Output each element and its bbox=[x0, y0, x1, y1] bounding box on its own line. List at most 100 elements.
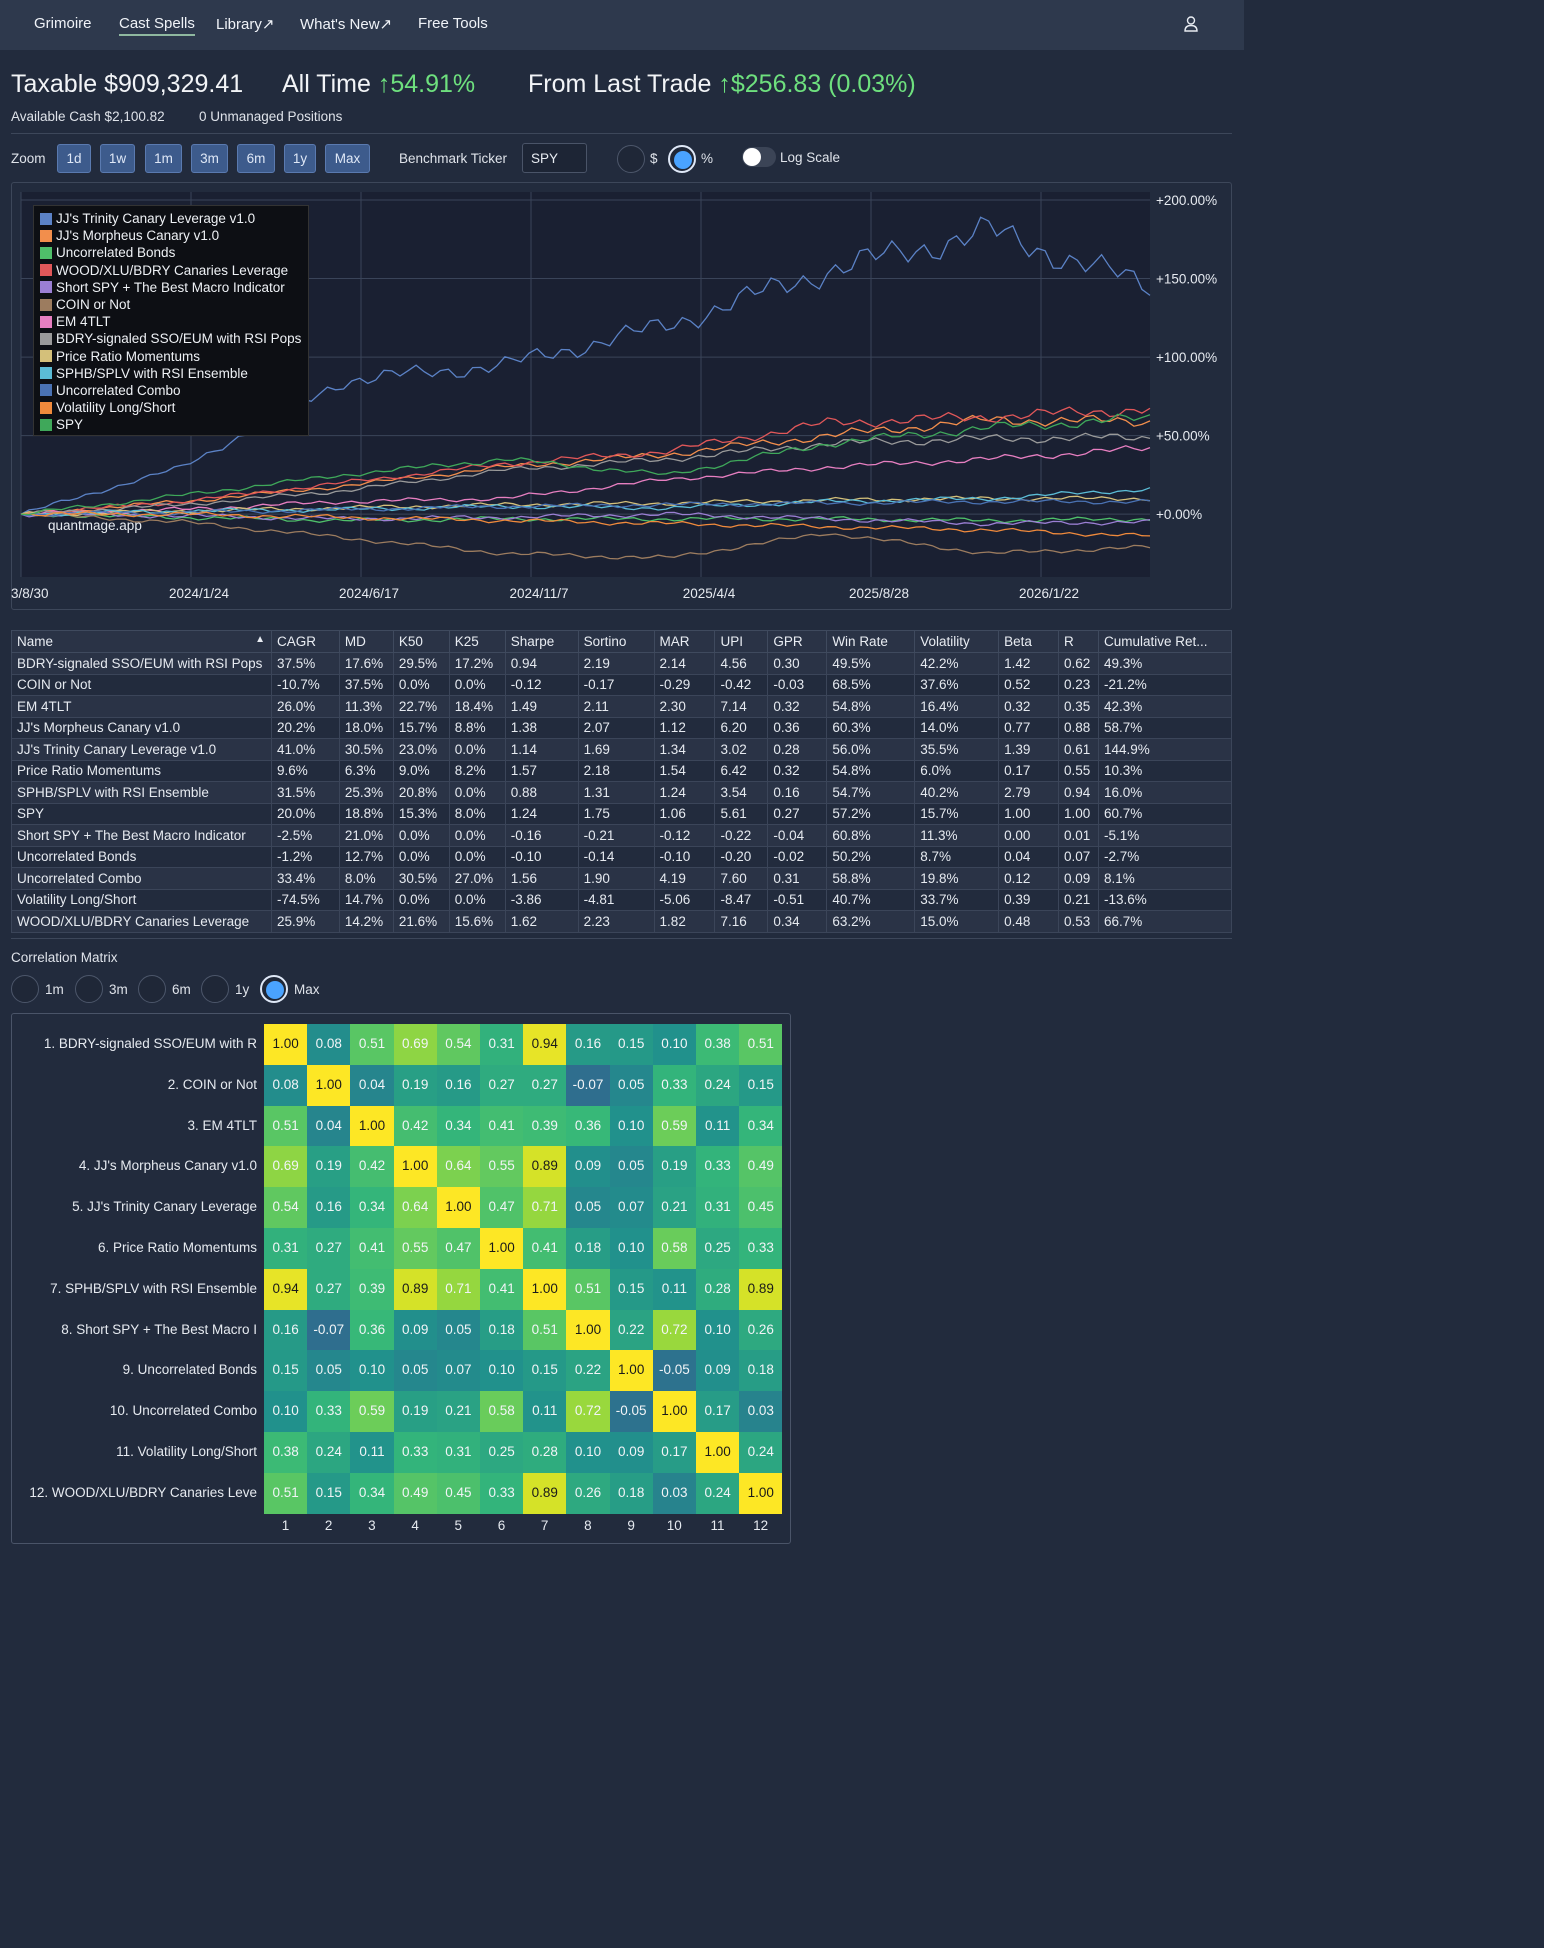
metric-cell: 0.94 bbox=[1058, 781, 1099, 804]
matrix-cell: 0.28 bbox=[523, 1432, 567, 1473]
matrix-column-tick: 12 bbox=[753, 1518, 769, 1533]
matrix-row-label: 5. JJ's Trinity Canary Leverage bbox=[72, 1199, 257, 1215]
metric-cell: 0.09 bbox=[1058, 867, 1099, 890]
matrix-cell: -0.05 bbox=[652, 1350, 696, 1392]
period-radio-1m[interactable] bbox=[11, 975, 39, 1003]
legend-item[interactable]: SPY bbox=[40, 416, 302, 433]
dollar-mode-radio[interactable] bbox=[617, 145, 645, 173]
nav-grimoire[interactable]: Grimoire bbox=[34, 15, 92, 32]
matrix-cell: 0.22 bbox=[609, 1309, 653, 1351]
legend-item[interactable]: EM 4TLT bbox=[40, 313, 302, 330]
user-icon[interactable] bbox=[1181, 14, 1201, 34]
metric-cell: 0.36 bbox=[767, 716, 828, 739]
column-header[interactable]: UPI bbox=[714, 630, 769, 653]
column-header[interactable]: Cumulative Ret... bbox=[1097, 630, 1233, 653]
column-header[interactable]: Sharpe bbox=[504, 630, 579, 653]
table-row[interactable]: SPHB/SPLV with RSI Ensemble 31.5% 25.3% 20.… bbox=[11, 781, 1233, 804]
column-header[interactable]: Sortino bbox=[577, 630, 655, 653]
legend-item[interactable]: Uncorrelated Bonds bbox=[40, 244, 302, 261]
column-header[interactable]: K25 bbox=[448, 630, 506, 653]
metric-cell: 0.61 bbox=[1058, 738, 1099, 761]
column-header[interactable]: GPR bbox=[767, 630, 828, 653]
metric-cell: 2.11 bbox=[577, 695, 655, 718]
legend-item[interactable]: BDRY-signaled SSO/EUM with RSI Pops bbox=[40, 330, 302, 347]
column-header[interactable]: CAGR bbox=[270, 630, 340, 653]
matrix-cell: 0.72 bbox=[566, 1391, 610, 1432]
legend-item[interactable]: Uncorrelated Combo bbox=[40, 382, 302, 399]
y-tick-label: +50.00% bbox=[1156, 429, 1210, 444]
metric-cell: 37.5% bbox=[270, 652, 340, 675]
nav-whats-new[interactable]: What's New↗ bbox=[300, 16, 393, 33]
legend-item[interactable]: Short SPY + The Best Macro Indicator bbox=[40, 279, 302, 296]
matrix-cell: 1.00 bbox=[307, 1064, 351, 1106]
matrix-column-tick: 6 bbox=[497, 1518, 506, 1533]
percent-mode-radio[interactable] bbox=[668, 145, 696, 173]
matrix-cell: 0.89 bbox=[523, 1472, 567, 1514]
legend-item[interactable]: Price Ratio Momentums bbox=[40, 348, 302, 365]
zoom-6m-button[interactable]: 6m bbox=[237, 144, 275, 173]
legend-swatch bbox=[40, 298, 52, 311]
period-radio-max[interactable] bbox=[260, 975, 288, 1003]
metric-cell: -0.04 bbox=[767, 824, 828, 847]
strategy-name-cell: EM 4TLT bbox=[11, 695, 272, 718]
zoom-1d-button[interactable]: 1d bbox=[57, 144, 91, 173]
log-scale-toggle[interactable] bbox=[742, 147, 776, 167]
nav-free-tools[interactable]: Free Tools bbox=[418, 15, 488, 32]
column-header[interactable]: Win Rate bbox=[826, 630, 916, 653]
legend-label: COIN or Not bbox=[56, 297, 131, 313]
legend-item[interactable]: JJ's Trinity Canary Leverage v1.0 bbox=[40, 210, 302, 227]
matrix-cell: 0.38 bbox=[264, 1432, 308, 1473]
table-row[interactable]: JJ's Trinity Canary Leverage v1.0 41.0% 30… bbox=[11, 738, 1233, 761]
legend-item[interactable]: SPHB/SPLV with RSI Ensemble bbox=[40, 365, 302, 382]
column-header[interactable]: R bbox=[1058, 630, 1099, 653]
column-header[interactable]: Beta bbox=[998, 630, 1060, 653]
matrix-cell: 0.26 bbox=[566, 1472, 610, 1514]
table-row[interactable]: Volatility Long/Short -74.5% 14.7% 0.0% 0.0%… bbox=[11, 888, 1233, 911]
zoom-1w-button[interactable]: 1w bbox=[100, 144, 135, 173]
metric-cell: 11.3% bbox=[914, 824, 1000, 847]
period-radio-3m[interactable] bbox=[75, 975, 103, 1003]
table-row[interactable]: Price Ratio Momentums 9.6% 6.3% 9.0% 8.2% 1.5… bbox=[11, 759, 1233, 782]
column-header[interactable]: MD bbox=[338, 630, 394, 653]
table-row[interactable]: COIN or Not -10.7% 37.5% 0.0% 0.0% -0.12 -0.17… bbox=[11, 673, 1233, 696]
matrix-cell: 0.69 bbox=[393, 1024, 437, 1065]
x-tick-label: 2026/1/22 bbox=[1019, 586, 1079, 601]
last-trade-value: $256.83 (0.03%) bbox=[730, 70, 916, 98]
nav-library[interactable]: Library↗ bbox=[216, 16, 275, 33]
matrix-row-label: 9. Uncorrelated Bonds bbox=[122, 1362, 257, 1378]
metric-cell: 0.0% bbox=[448, 888, 506, 911]
zoom-1m-button[interactable]: 1m bbox=[145, 144, 182, 173]
matrix-cell: 0.10 bbox=[609, 1105, 653, 1147]
table-row[interactable]: WOOD/XLU/BDRY Canaries Leverage 25.9% 14.2… bbox=[11, 910, 1233, 933]
table-row[interactable]: EM 4TLT 26.0% 11.3% 22.7% 18.4% 1.49 2.11 2.30 7… bbox=[11, 695, 1233, 718]
legend-swatch bbox=[40, 281, 52, 294]
column-header[interactable]: MAR bbox=[653, 630, 716, 653]
legend-item[interactable]: JJ's Morpheus Canary v1.0 bbox=[40, 227, 302, 244]
zoom-3m-button[interactable]: 3m bbox=[191, 144, 228, 173]
top-nav: Grimoire Cast Spells Library↗ What's New… bbox=[0, 0, 1244, 50]
period-radio-6m[interactable] bbox=[138, 975, 166, 1003]
series-line bbox=[20, 216, 1151, 515]
column-header[interactable]: Volatility bbox=[914, 630, 1000, 653]
legend-item[interactable]: COIN or Not bbox=[40, 296, 302, 313]
metric-cell: 0.32 bbox=[767, 759, 828, 782]
table-row[interactable]: Uncorrelated Combo 33.4% 8.0% 30.5% 27.0% 1.5… bbox=[11, 867, 1233, 890]
table-row[interactable]: Short SPY + The Best Macro Indicator -2.5… bbox=[11, 824, 1233, 847]
matrix-cell: 0.08 bbox=[264, 1064, 308, 1106]
metric-cell: 30.5% bbox=[392, 867, 450, 890]
table-row[interactable]: SPY 20.0% 18.8% 15.3% 8.0% 1.24 1.75 1.06 5.61 0.… bbox=[11, 802, 1233, 825]
metric-cell: 1.57 bbox=[504, 759, 579, 782]
legend-item[interactable]: WOOD/XLU/BDRY Canaries Leverage bbox=[40, 262, 302, 279]
table-row[interactable]: JJ's Morpheus Canary v1.0 20.2% 18.0% 15.7%… bbox=[11, 716, 1233, 739]
table-row[interactable]: BDRY-signaled SSO/EUM with RSI Pops 37.5%… bbox=[11, 652, 1233, 675]
metric-cell: 1.24 bbox=[653, 781, 716, 804]
legend-item[interactable]: Volatility Long/Short bbox=[40, 399, 302, 416]
column-header[interactable]: Name ▲ bbox=[11, 630, 272, 653]
period-radio-1y[interactable] bbox=[201, 975, 229, 1003]
table-row[interactable]: Uncorrelated Bonds -1.2% 12.7% 0.0% 0.0% -0.1… bbox=[11, 845, 1233, 868]
benchmark-ticker-input[interactable] bbox=[522, 143, 587, 173]
zoom-1y-button[interactable]: 1y bbox=[284, 144, 316, 173]
zoom-max-button[interactable]: Max bbox=[325, 144, 370, 173]
column-header[interactable]: K50 bbox=[392, 630, 450, 653]
nav-cast-spells[interactable]: Cast Spells bbox=[119, 15, 195, 36]
